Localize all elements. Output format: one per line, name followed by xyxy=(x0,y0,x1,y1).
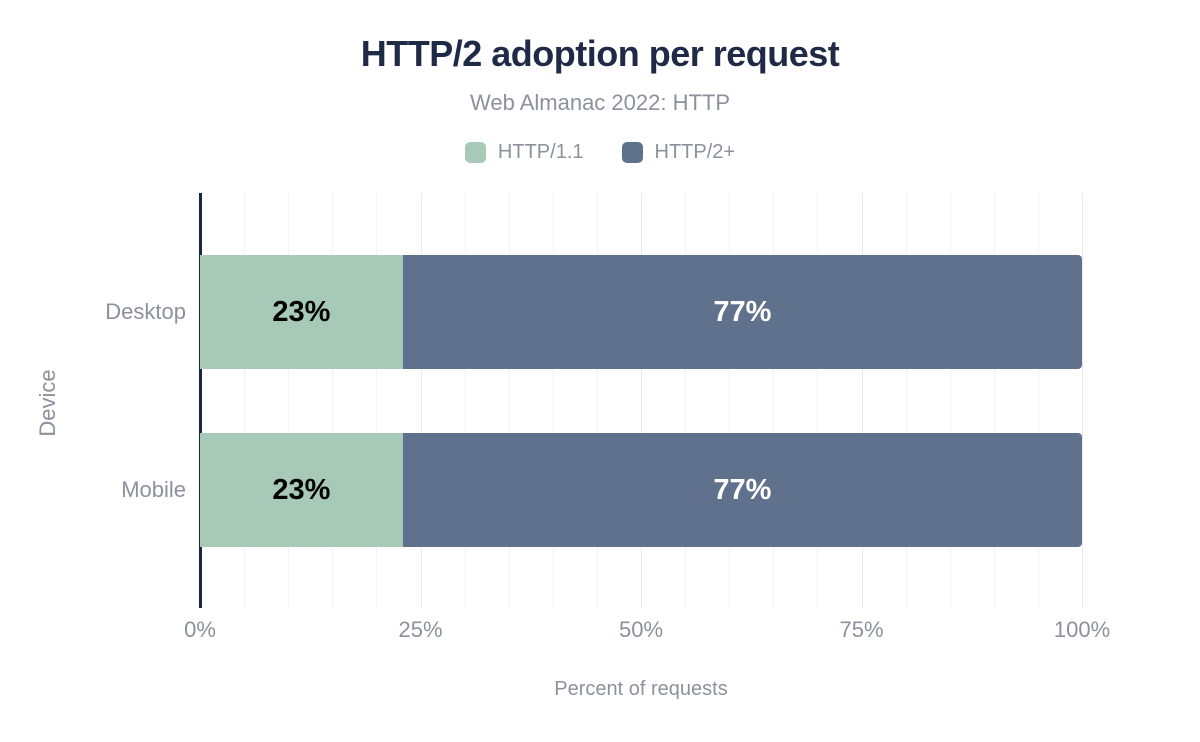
bar-value-label: 23% xyxy=(272,295,331,328)
x-tick-label-0: 0% xyxy=(184,617,216,642)
x-axis-ticks: 0% 25% 50% 75% 100% xyxy=(184,616,1110,644)
gridline-major-50 xyxy=(641,193,642,608)
y-axis-line xyxy=(199,193,202,608)
bar-value-label: 77% xyxy=(713,295,772,328)
gridline-minor-40 xyxy=(552,193,554,608)
gridline-minor-30 xyxy=(464,193,466,608)
gridline-minor-10 xyxy=(288,193,290,608)
gridline-minor-60 xyxy=(729,193,731,608)
gridline-minor-95 xyxy=(1037,193,1039,608)
gridline-minor-90 xyxy=(993,193,995,608)
gridline-minor-5 xyxy=(244,193,246,608)
gridline-minor-85 xyxy=(949,193,951,608)
gridline-minor-70 xyxy=(817,193,819,608)
bar-row-mobile: 23% 77% xyxy=(200,433,1082,547)
plot-area: 23% 77% 23% 77% xyxy=(199,193,1083,608)
bar-segment-http11-mobile[interactable]: 23% xyxy=(200,433,403,547)
gridline-minor-55 xyxy=(685,193,687,608)
gridline-major-100 xyxy=(1082,193,1083,608)
bar-value-label: 23% xyxy=(272,473,331,506)
chart-subtitle: Web Almanac 2022: HTTP xyxy=(469,90,731,115)
gridline-major-75 xyxy=(861,193,863,608)
gridline-minor-45 xyxy=(596,193,598,608)
bar-segment-http2-mobile[interactable]: 77% xyxy=(402,433,1082,547)
legend-label: HTTP/2+ xyxy=(654,141,736,163)
x-tick-label-50: 50% xyxy=(618,617,664,642)
legend: HTTP/1.1 HTTP/2+ xyxy=(0,141,1200,164)
gridline-minor-15 xyxy=(332,193,334,608)
category-label-mobile: Mobile xyxy=(121,477,186,502)
x-tick-label-25: 25% xyxy=(398,617,443,642)
bar-value-label: 77% xyxy=(713,473,772,506)
chart-title: HTTP/2 adoption per request xyxy=(360,33,840,74)
x-tick-label-75: 75% xyxy=(839,617,884,642)
gridline-minor-20 xyxy=(376,193,378,608)
gridline-minor-35 xyxy=(508,193,510,608)
bar-row-desktop: 23% 77% xyxy=(200,255,1082,369)
legend-swatch-icon xyxy=(621,142,643,163)
bar-segment-http2-desktop[interactable]: 77% xyxy=(402,255,1082,369)
gridline-minor-80 xyxy=(905,193,907,608)
legend-swatch-icon xyxy=(464,142,486,163)
category-label-desktop: Desktop xyxy=(105,299,186,324)
category-labels: Desktop Mobile xyxy=(0,193,186,608)
x-tick-label-100: 100% xyxy=(1053,617,1111,642)
x-axis-title: Percent of requests xyxy=(554,678,728,700)
gridline-minor-65 xyxy=(773,193,775,608)
bar-segment-http11-desktop[interactable]: 23% xyxy=(200,255,403,369)
y-axis-title: Device xyxy=(35,369,60,437)
legend-item-http2[interactable]: HTTP/2+ xyxy=(621,141,736,164)
legend-item-http11[interactable]: HTTP/1.1 xyxy=(464,141,584,164)
gridline-major-25 xyxy=(420,193,422,608)
legend-label: HTTP/1.1 xyxy=(497,141,584,163)
